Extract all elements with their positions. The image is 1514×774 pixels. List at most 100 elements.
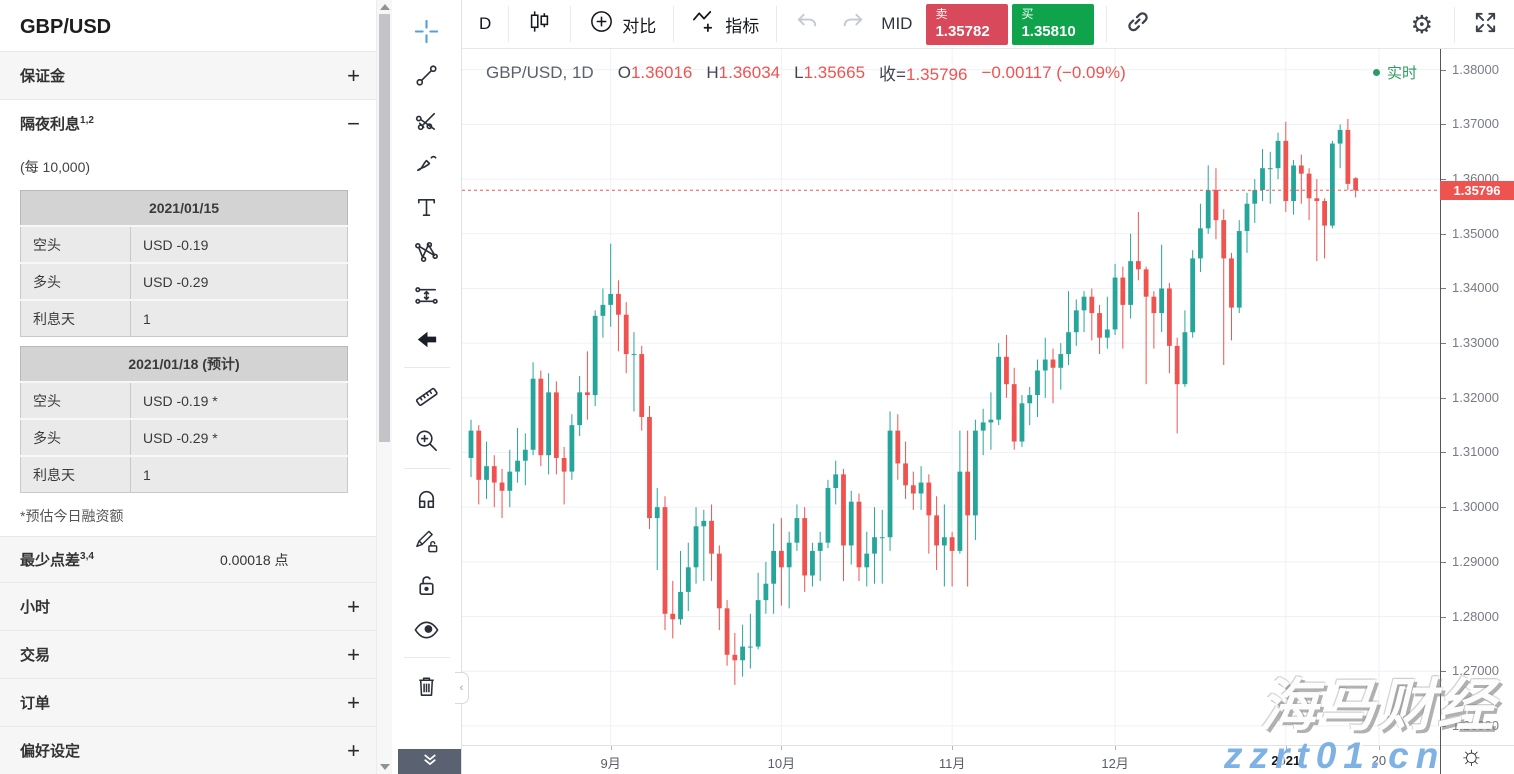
mid-label: MID [881,14,913,33]
table-date-header: 2021/01/15 [20,190,348,227]
price-axis-label: 1.29000 [1452,553,1499,569]
settings-button[interactable]: ⚙ [1398,10,1446,40]
lock-icon[interactable] [405,563,449,607]
expand-icon[interactable]: + [347,593,360,619]
price-tick [1441,725,1446,727]
time-tick [1115,746,1117,750]
sidebar-section-小时[interactable]: 小时 + [0,582,376,631]
fullscreen-icon [1472,9,1499,41]
brush-icon[interactable] [405,141,449,185]
eye-icon[interactable] [405,607,449,651]
price-axis-label: 1.32000 [1452,389,1499,405]
scrollbar-thumb[interactable] [379,14,390,442]
pattern-icon[interactable] [405,229,449,273]
price-tick [1441,561,1446,563]
redo-button[interactable] [830,0,875,49]
footnote-ref: 3,4 [80,551,94,562]
table-label: 空头 [20,381,131,420]
candles-icon [526,8,553,40]
collapse-icon[interactable]: − [347,110,360,136]
pitchfork-icon[interactable] [405,97,449,141]
indicators-button[interactable]: 指标 [682,0,768,49]
sun-icon: ☼ [1459,740,1484,770]
buy-price: 1.35810 [1021,22,1076,40]
zoom-in-icon[interactable] [405,418,449,462]
time-axis-label: 12月 [1101,756,1129,771]
expand-icon[interactable]: + [347,689,360,715]
price-axis-label: 1.26000 [1452,717,1499,733]
price-tick [1441,288,1446,290]
section-label: 偏好设定 [20,743,81,760]
open-label: O [617,62,631,82]
open-value: 1.36016 [630,62,693,82]
expand-icon[interactable]: + [347,641,360,667]
low-value: 1.35665 [803,62,866,82]
forecast-icon[interactable] [405,273,449,317]
section-label: 订单 [20,695,51,712]
undo-button[interactable] [785,0,830,49]
price-axis-label: 1.34000 [1452,280,1499,296]
price-tick [1441,452,1446,454]
toolbar-right-cluster: ⚙ [1398,0,1508,49]
symbol-label[interactable]: GBP/USD, 1D [486,62,594,82]
time-axis-label: 20 [1371,753,1387,768]
divider [403,657,450,658]
arrow-left-icon[interactable] [405,317,449,361]
table-date-header: 2021/01/18 (预计) [20,346,348,383]
sell-price: 1.35782 [935,22,990,40]
sidebar-section-交易[interactable]: 交易 + [0,630,376,679]
table-label: 多头 [20,418,131,457]
toolbar-collapse-button[interactable] [398,749,461,774]
time-tick [952,746,954,750]
sell-button[interactable]: 卖 1.35782 [926,3,1009,45]
sidebar-scrollbar[interactable] [376,0,393,774]
trash-icon[interactable] [405,664,449,708]
table-value: USD -0.29 * [130,418,348,457]
instrument-sidebar: GBP/USD 保证金 + 隔夜利息1,2 − (每 10,000) 2021/… [0,0,376,774]
time-tick [781,746,783,750]
price-axis-label: 1.38000 [1452,61,1499,77]
expand-icon[interactable]: + [347,62,360,88]
overnight-table: 2021/01/18 (预计) 空头 USD -0.19 * 多头 USD -0.29 … [20,346,348,493]
table-value: USD -0.19 * [130,381,348,420]
price-axis-label: 1.37000 [1452,116,1499,132]
gear-icon: ⚙ [1410,10,1433,39]
section-label: 隔夜利息 [20,116,81,133]
chart-style-button[interactable] [517,0,562,49]
chart-legend: GBP/USD, 1D O1.36016 H1.36034 L1.35665 收… [486,60,1126,90]
close-value: 1.35796 [905,65,968,84]
candlestick-chart[interactable] [462,49,1440,745]
link-chart-button[interactable] [1115,0,1160,49]
divider [403,367,450,368]
sidebar-section-overnight-interest[interactable]: 隔夜利息1,2 − [0,99,376,147]
ruler-icon[interactable] [405,374,449,418]
price-axis-border [1440,49,1441,774]
time-axis[interactable]: 9月 10月 11月 12月 2021 20 [462,745,1514,774]
sidebar-section-margin[interactable]: 保证金 + [0,51,376,100]
sidebar-section-订单[interactable]: 订单 + [0,678,376,727]
per-unit-note: (每 10,000) [20,159,91,175]
text-icon[interactable] [405,185,449,229]
sidebar-section-偏好设定[interactable]: 偏好设定 + [0,726,376,774]
crosshair-icon[interactable] [405,9,449,53]
last-price-tag: 1.35796 [1440,180,1514,200]
draw-lock-icon[interactable] [405,519,449,563]
expand-icon[interactable]: + [347,737,360,763]
page-title: GBP/USD [20,16,112,38]
buy-button[interactable]: 买 1.35810 [1012,3,1095,45]
price-tick [1441,397,1446,399]
compare-button[interactable]: 对比 [579,0,665,49]
fullscreen-button[interactable] [1463,0,1508,49]
price-axis[interactable]: 1.38000 1.37000 1.36000 1.35000 1.34000 1.330… [1440,49,1514,745]
trend-line-icon[interactable] [405,53,449,97]
interval-button[interactable]: D [479,14,492,33]
time-axis-label: 9月 [600,756,621,771]
magnet-icon[interactable] [405,475,449,519]
chevrons-down-icon [419,748,441,774]
table-value: 1 [130,299,348,337]
redo-icon [839,8,866,40]
panel-collapse-handle[interactable]: ‹ [455,672,469,704]
scroll-down-icon[interactable] [380,764,390,770]
scroll-up-icon[interactable] [380,4,390,10]
